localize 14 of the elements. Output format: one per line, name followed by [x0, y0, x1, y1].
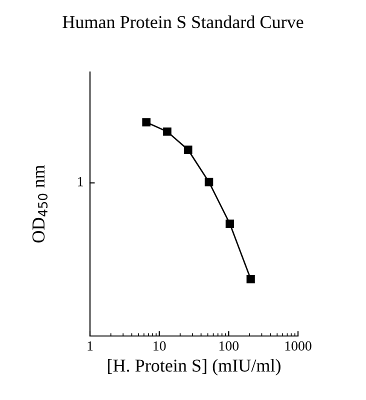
point: [204, 178, 214, 186]
x-tick-label: 1: [88, 341, 93, 350]
x-axis-title: [H. Protein S] (mIU/ml): [108, 359, 280, 376]
x-tick-label: 10: [154, 341, 166, 351]
point: [142, 118, 151, 126]
point: [246, 274, 255, 284]
chart-title: Human Protein S Standard Curve: [62, 15, 304, 28]
point: [184, 146, 192, 154]
y-axis-title: OD$_{450}$ nm: [32, 165, 48, 243]
x-tick-label: 1000: [285, 341, 312, 351]
x-tick-label: 100: [219, 341, 239, 351]
point: [226, 220, 234, 228]
point: [163, 127, 172, 136]
text: 1: [78, 177, 83, 186]
